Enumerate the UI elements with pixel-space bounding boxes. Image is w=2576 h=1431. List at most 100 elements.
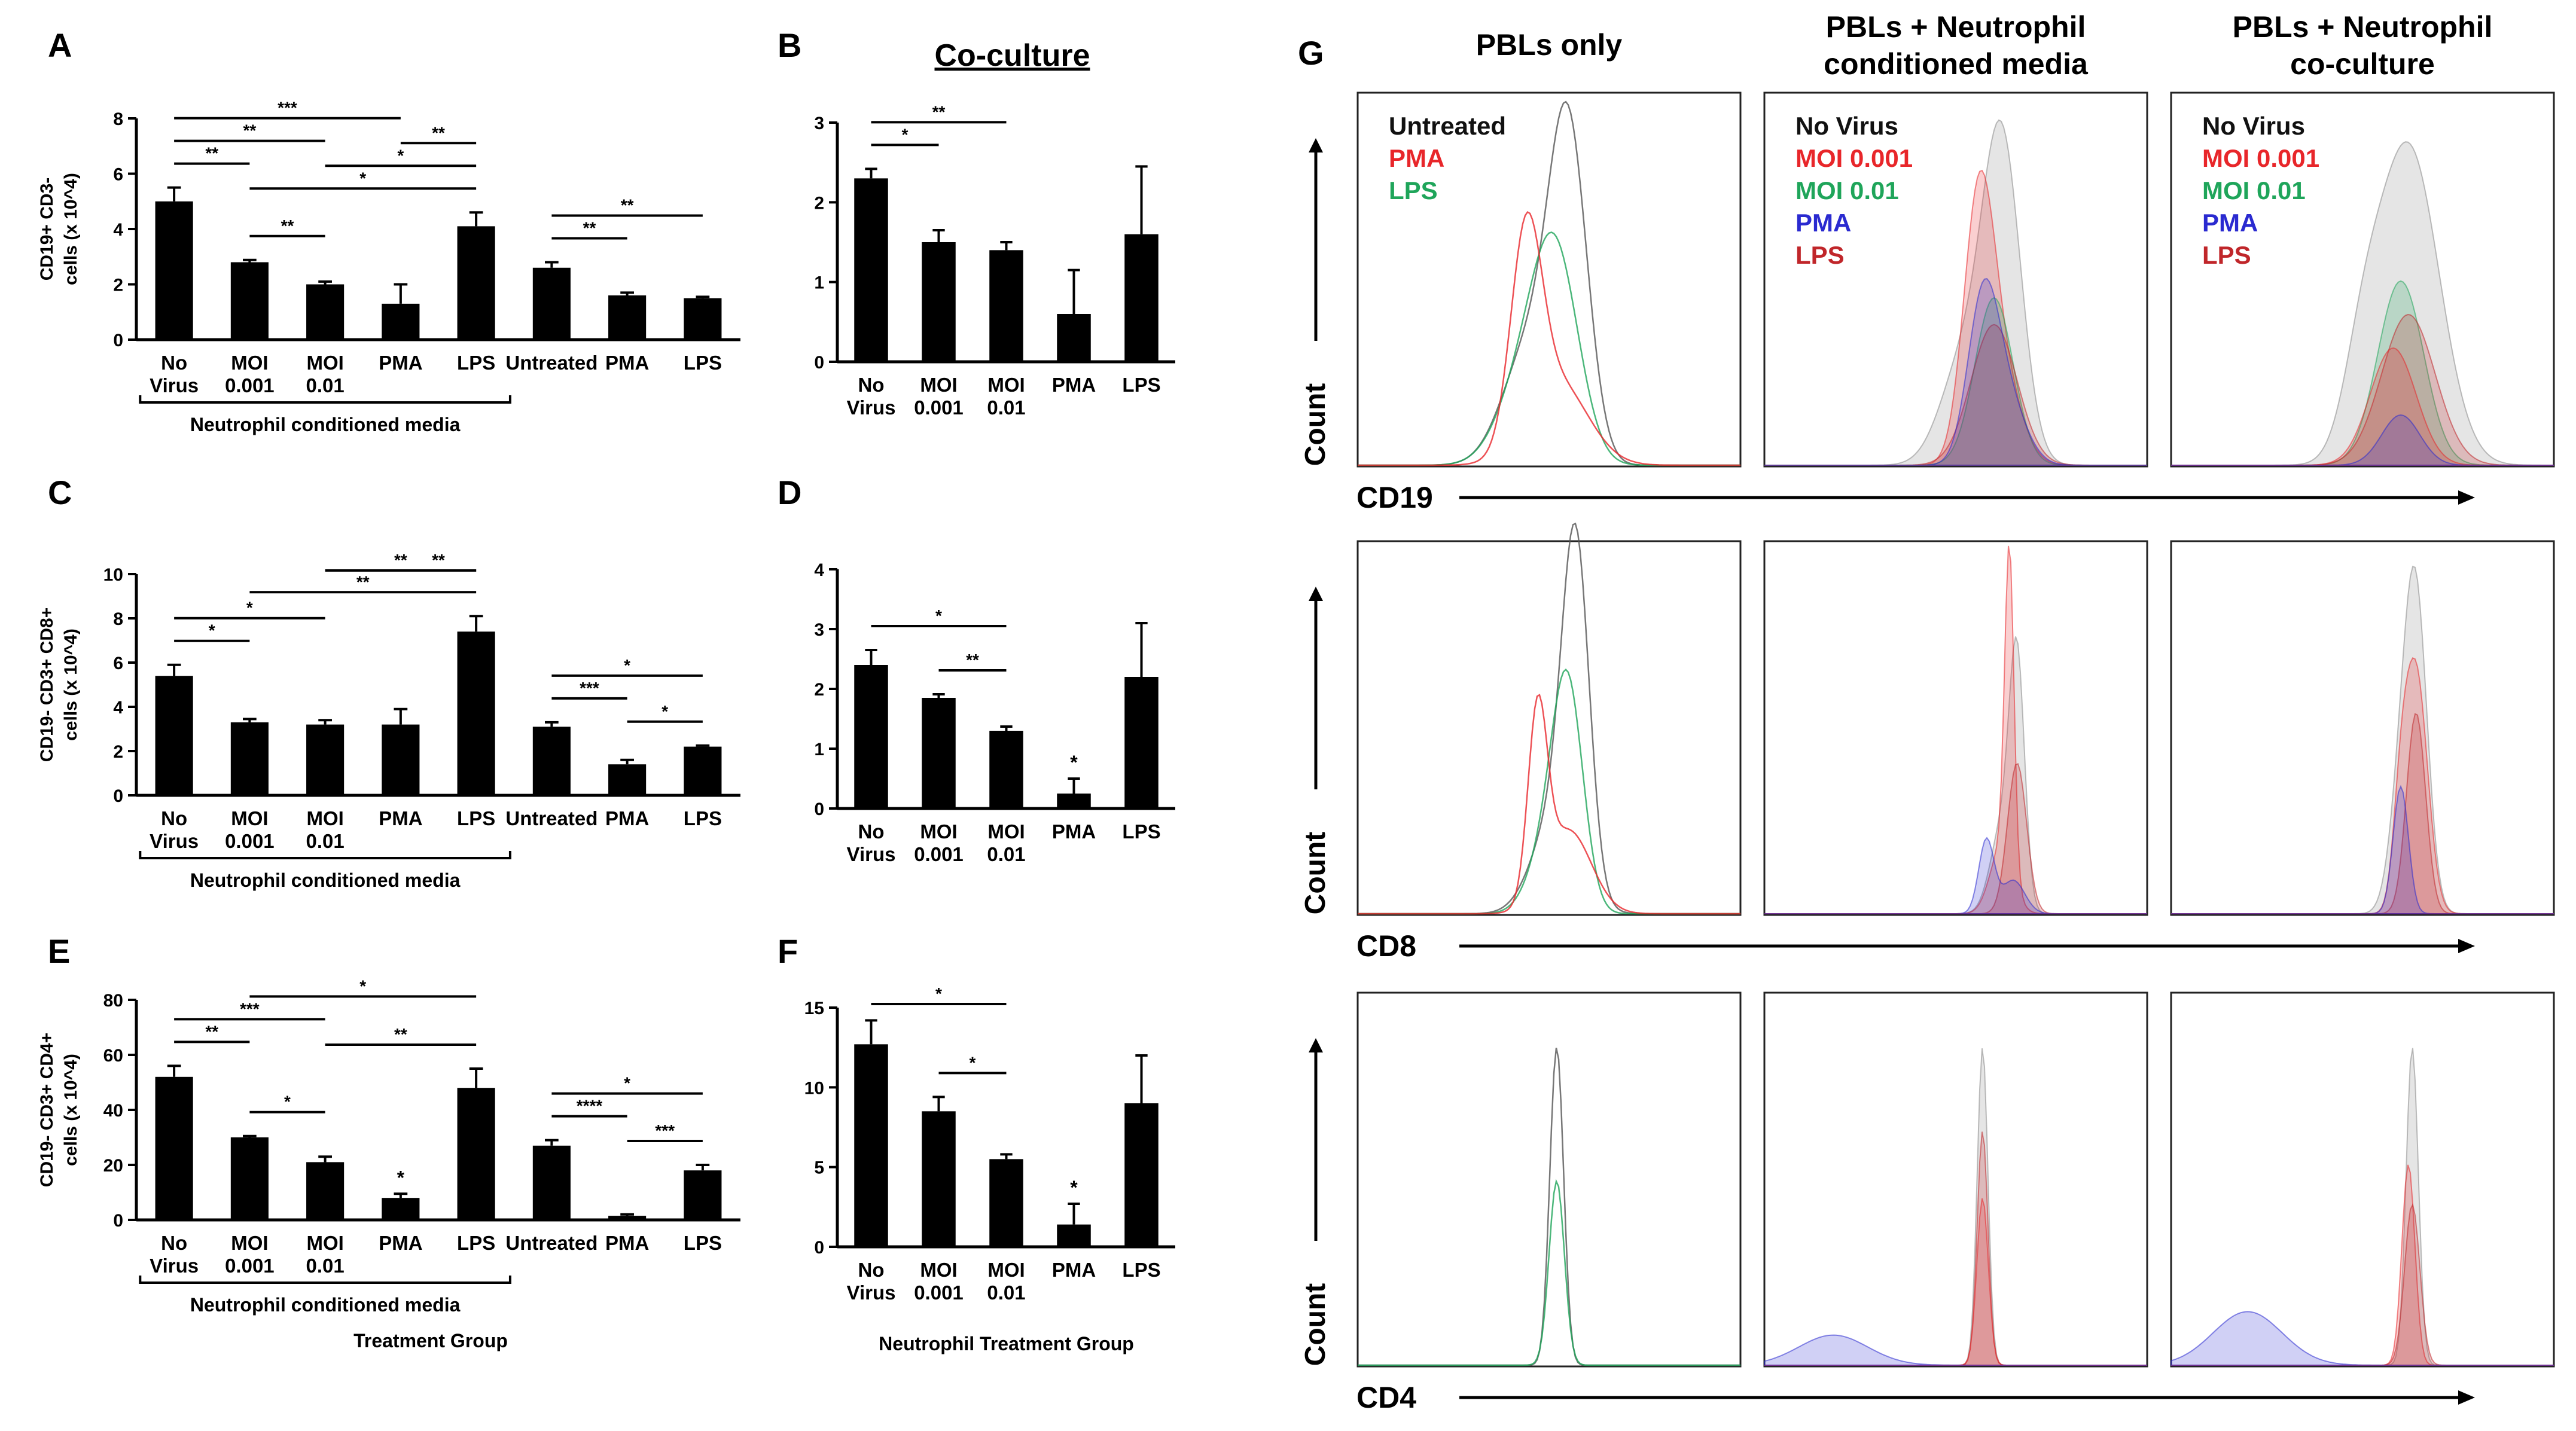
category-label: PMA xyxy=(1052,1259,1096,1281)
y-tick-label: 0 xyxy=(814,353,824,373)
category-label-line: LPS xyxy=(457,352,495,374)
category-label-line: 0.001 xyxy=(225,830,275,852)
category-label: PMA xyxy=(379,1232,422,1254)
bar xyxy=(230,262,269,340)
bar xyxy=(230,722,269,795)
legend-entry: No Virus xyxy=(1795,112,1898,140)
legend-entry: MOI 0.001 xyxy=(1795,144,1913,172)
category-label-line: 0.001 xyxy=(914,843,964,865)
histogram-area xyxy=(1764,1334,2147,1366)
bar xyxy=(306,284,345,340)
category-label-line: LPS xyxy=(1122,374,1160,396)
significance-label: ** xyxy=(243,121,256,140)
category-label-line: PMA xyxy=(379,1232,422,1254)
y-tick-label: 0 xyxy=(113,331,123,350)
bar xyxy=(1057,1224,1091,1247)
group-bracket-label: Neutrophil conditioned media xyxy=(190,1294,461,1316)
category-label-line: 0.001 xyxy=(225,374,275,396)
category-label: PMA xyxy=(1052,820,1096,843)
significance-label: * xyxy=(624,1074,630,1093)
y-tick-label: 2 xyxy=(814,680,824,700)
count-arrow-head xyxy=(1309,587,1323,601)
histogram-plot xyxy=(1356,522,1742,916)
y-tick-label: 6 xyxy=(113,654,123,673)
significance-label: ** xyxy=(966,651,979,669)
category-label: Untreated xyxy=(505,807,597,829)
category-label-line: PMA xyxy=(1052,820,1096,843)
bar xyxy=(457,1088,495,1220)
significance-label: * xyxy=(359,977,366,995)
bar xyxy=(457,631,495,795)
y-tick-label: 10 xyxy=(804,1078,824,1098)
category-label: PMA xyxy=(605,807,649,829)
column-title-line: PBLs + Neutrophil xyxy=(2233,10,2493,44)
bar xyxy=(684,298,722,340)
legend-entry: LPS xyxy=(1389,176,1438,205)
significance-label: ** xyxy=(432,551,445,569)
category-label-line: Virus xyxy=(847,396,896,419)
bar xyxy=(989,1159,1023,1247)
category-label: PMA xyxy=(379,352,422,374)
y-tick-label: 20 xyxy=(103,1156,123,1176)
plot-frame xyxy=(2170,991,2555,1368)
category-label: MOI 0.001 xyxy=(225,352,275,396)
y-axis-label: cells (x 10^4) xyxy=(61,628,81,741)
column-title: PBLs + Neutrophil co-culture xyxy=(2233,10,2493,81)
category-label-line: MOI xyxy=(306,807,343,829)
group-bracket xyxy=(139,851,511,859)
significance-label: *** xyxy=(278,99,297,117)
marker-label: CD4 xyxy=(1356,1381,1416,1414)
panel-letter: E xyxy=(48,932,70,970)
category-label: LPS xyxy=(457,1232,495,1254)
category-label-line: MOI xyxy=(231,807,268,829)
bar xyxy=(684,1170,722,1220)
category-label-line: PMA xyxy=(605,807,649,829)
category-label-line: No xyxy=(858,374,885,396)
category-label-line: No xyxy=(161,352,187,374)
category-label: MOI 0.01 xyxy=(306,1232,345,1277)
group-bracket-label: Neutrophil conditioned media xyxy=(190,869,461,891)
category-label-line: MOI xyxy=(920,1259,957,1281)
histogram-area xyxy=(1764,278,2147,466)
marker-arrow-head xyxy=(2458,1390,2475,1405)
bar xyxy=(608,295,647,340)
bar xyxy=(854,665,888,808)
y-tick-label: 0 xyxy=(113,1211,123,1231)
bar-chart-e: E 0 20 40 60 80 CD19- CD3+ CD4+ cells (x 10^4) N… xyxy=(37,932,740,1351)
plot-frame xyxy=(1763,540,2148,916)
category-label-line: 0.001 xyxy=(914,396,964,419)
y-tick-label: 8 xyxy=(113,109,123,129)
category-label: LPS xyxy=(684,807,722,829)
significance-label: ** xyxy=(205,1022,218,1041)
y-tick-label: 6 xyxy=(113,165,123,185)
significance-label: * xyxy=(624,656,630,675)
bar xyxy=(382,724,420,795)
bar xyxy=(608,764,647,795)
category-label: PMA xyxy=(605,352,649,374)
bar xyxy=(155,676,193,795)
column-title: PBLs + Neutrophil conditioned media xyxy=(1824,10,2089,81)
significance-label: * xyxy=(935,606,942,625)
significance-label: * xyxy=(246,599,253,617)
category-label-line: MOI xyxy=(987,1259,1025,1281)
bar xyxy=(1057,314,1091,362)
panel-letter: B xyxy=(778,26,801,64)
histogram-area xyxy=(1764,837,2147,914)
chart-title: Co-culture xyxy=(935,38,1090,73)
category-label: MOI 0.001 xyxy=(225,807,275,852)
bar xyxy=(1124,234,1159,362)
category-label-line: PMA xyxy=(605,352,649,374)
panel-letter: F xyxy=(778,932,798,970)
column-title-line: PBLs + Neutrophil xyxy=(1826,10,2086,44)
significance-label: * xyxy=(209,621,215,640)
significance-label: * xyxy=(397,146,404,164)
category-label-line: 0.01 xyxy=(306,374,345,396)
y-tick-label: 5 xyxy=(814,1158,824,1178)
group-bracket-label: Neutrophil conditioned media xyxy=(190,414,461,435)
category-label-line: LPS xyxy=(1122,820,1160,843)
x-axis-label: Treatment Group xyxy=(353,1330,508,1351)
count-arrow-head xyxy=(1309,1038,1323,1052)
bar xyxy=(1057,794,1091,808)
